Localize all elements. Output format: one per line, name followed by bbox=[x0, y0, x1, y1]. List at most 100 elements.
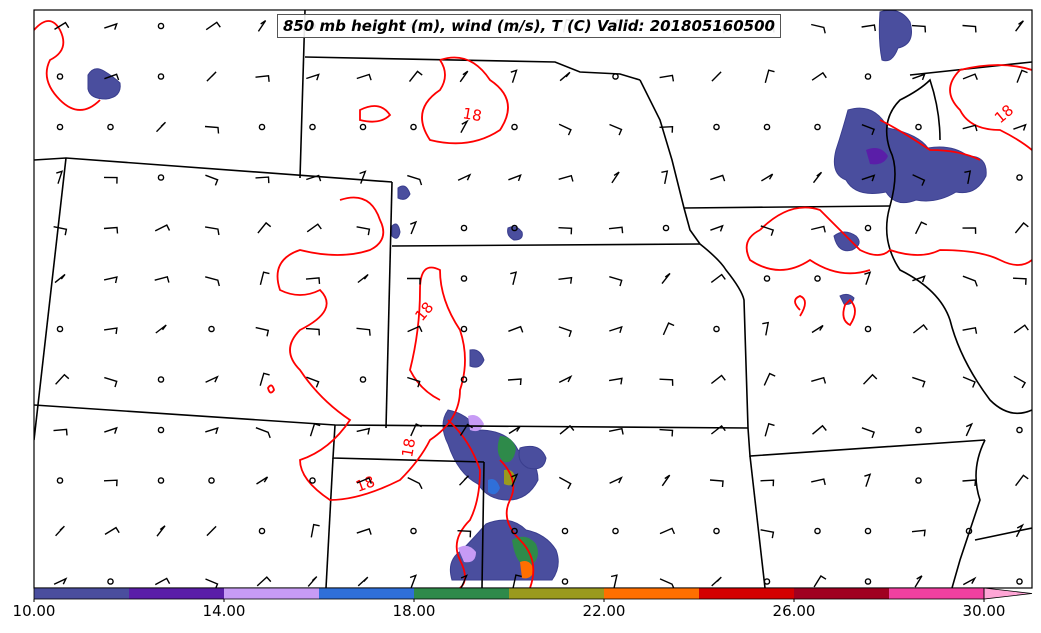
wind-barbs bbox=[53, 18, 1029, 588]
wind-barb bbox=[205, 276, 220, 287]
colorbar-segment bbox=[414, 588, 509, 599]
wind-barb bbox=[204, 226, 220, 236]
wind-barb bbox=[760, 529, 775, 539]
wind-barb bbox=[357, 576, 369, 587]
wind-barb bbox=[659, 428, 674, 437]
wind-barb bbox=[811, 23, 826, 34]
wind-barb bbox=[710, 425, 726, 435]
calm-wind-marker bbox=[763, 123, 771, 131]
wind-barb bbox=[307, 576, 318, 587]
wind-barb bbox=[357, 273, 369, 284]
calm-wind-marker bbox=[864, 224, 872, 232]
wind-barb bbox=[1012, 277, 1027, 285]
wind-barb bbox=[154, 224, 171, 232]
wind-barb bbox=[205, 174, 219, 186]
wind-barb bbox=[710, 273, 726, 283]
wind-barb bbox=[204, 125, 220, 134]
wind-barb bbox=[659, 378, 674, 386]
calm-wind-marker bbox=[157, 174, 165, 181]
calm-wind-marker bbox=[511, 123, 518, 131]
calm-wind-marker bbox=[561, 527, 569, 535]
wind-barb bbox=[760, 225, 775, 236]
map-background bbox=[34, 10, 1032, 588]
wind-barb bbox=[962, 376, 976, 388]
wind-barb bbox=[911, 529, 926, 537]
calm-wind-marker bbox=[410, 123, 417, 131]
wind-barb bbox=[914, 575, 923, 588]
wind-barb bbox=[55, 525, 65, 537]
wind-barb bbox=[206, 525, 217, 537]
calm-wind-marker bbox=[56, 325, 64, 333]
wind-barb bbox=[763, 372, 776, 386]
calm-wind-marker bbox=[410, 527, 417, 535]
wind-barb bbox=[459, 70, 469, 83]
wind-barb bbox=[205, 375, 219, 383]
calm-wind-marker bbox=[359, 376, 367, 383]
wind-barb bbox=[764, 422, 775, 437]
wind-barb bbox=[964, 170, 972, 185]
wind-barb bbox=[611, 171, 620, 184]
wind-barb bbox=[710, 224, 724, 232]
calm-wind-marker bbox=[460, 325, 468, 333]
wind-barb bbox=[662, 322, 675, 336]
calm-wind-marker bbox=[309, 477, 316, 484]
wind-barb bbox=[459, 423, 473, 436]
calm-wind-marker bbox=[56, 73, 64, 80]
wind-barb bbox=[864, 473, 872, 487]
wind-barb bbox=[306, 376, 320, 388]
wind-barb bbox=[962, 326, 978, 334]
wind-barb bbox=[407, 277, 421, 285]
temperature-contours bbox=[34, 20, 1032, 588]
calm-wind-marker bbox=[157, 22, 165, 30]
calm-wind-marker bbox=[713, 325, 720, 333]
wind-barb bbox=[154, 275, 170, 283]
wind-barb bbox=[356, 73, 372, 81]
wind-barb bbox=[306, 73, 320, 81]
wind-barb bbox=[460, 574, 468, 588]
wind-barb bbox=[762, 321, 770, 336]
wind-barb bbox=[811, 225, 826, 233]
wind-barb bbox=[558, 227, 573, 235]
calm-wind-marker bbox=[612, 527, 619, 535]
wind-barb bbox=[1015, 523, 1025, 538]
wind-barb bbox=[205, 427, 219, 435]
wind-barb bbox=[407, 325, 423, 333]
calm-wind-marker bbox=[157, 73, 165, 80]
wind-barb bbox=[1014, 222, 1029, 234]
wind-barb bbox=[861, 24, 876, 32]
wind-barb bbox=[1013, 123, 1027, 131]
wind-barb bbox=[104, 526, 120, 535]
calm-wind-marker bbox=[814, 123, 821, 131]
calm-wind-marker bbox=[1016, 174, 1023, 181]
wind-barb bbox=[862, 373, 878, 385]
wind-barb bbox=[103, 176, 118, 184]
wind-barb bbox=[912, 324, 928, 334]
contour-label: 18 bbox=[461, 104, 483, 125]
state-borders bbox=[34, 10, 1032, 588]
wind-barb bbox=[659, 74, 675, 82]
wind-barb bbox=[356, 477, 372, 484]
wind-barb bbox=[911, 24, 927, 33]
wind-barb bbox=[962, 24, 977, 33]
wind-barb bbox=[864, 271, 872, 285]
calm-wind-marker bbox=[965, 527, 973, 535]
wind-barb bbox=[512, 574, 522, 588]
contour-label: 18 bbox=[353, 472, 377, 495]
wind-barb bbox=[813, 575, 827, 588]
wind-barb bbox=[310, 523, 320, 538]
wind-barb bbox=[912, 174, 926, 186]
wind-barb bbox=[410, 220, 418, 235]
calm-wind-marker bbox=[460, 376, 468, 383]
wind-barb bbox=[508, 425, 521, 435]
wind-barb bbox=[1016, 69, 1028, 83]
wind-barb bbox=[305, 327, 320, 336]
wind-barb bbox=[608, 377, 623, 385]
wind-barb bbox=[711, 576, 722, 587]
wind-barb bbox=[306, 174, 322, 182]
wind-barb bbox=[256, 576, 272, 587]
calm-wind-marker bbox=[157, 477, 165, 484]
wind-barb bbox=[255, 176, 270, 184]
wind-barb bbox=[1013, 324, 1029, 334]
wind-barb bbox=[764, 69, 775, 83]
wind-barb bbox=[259, 271, 270, 285]
